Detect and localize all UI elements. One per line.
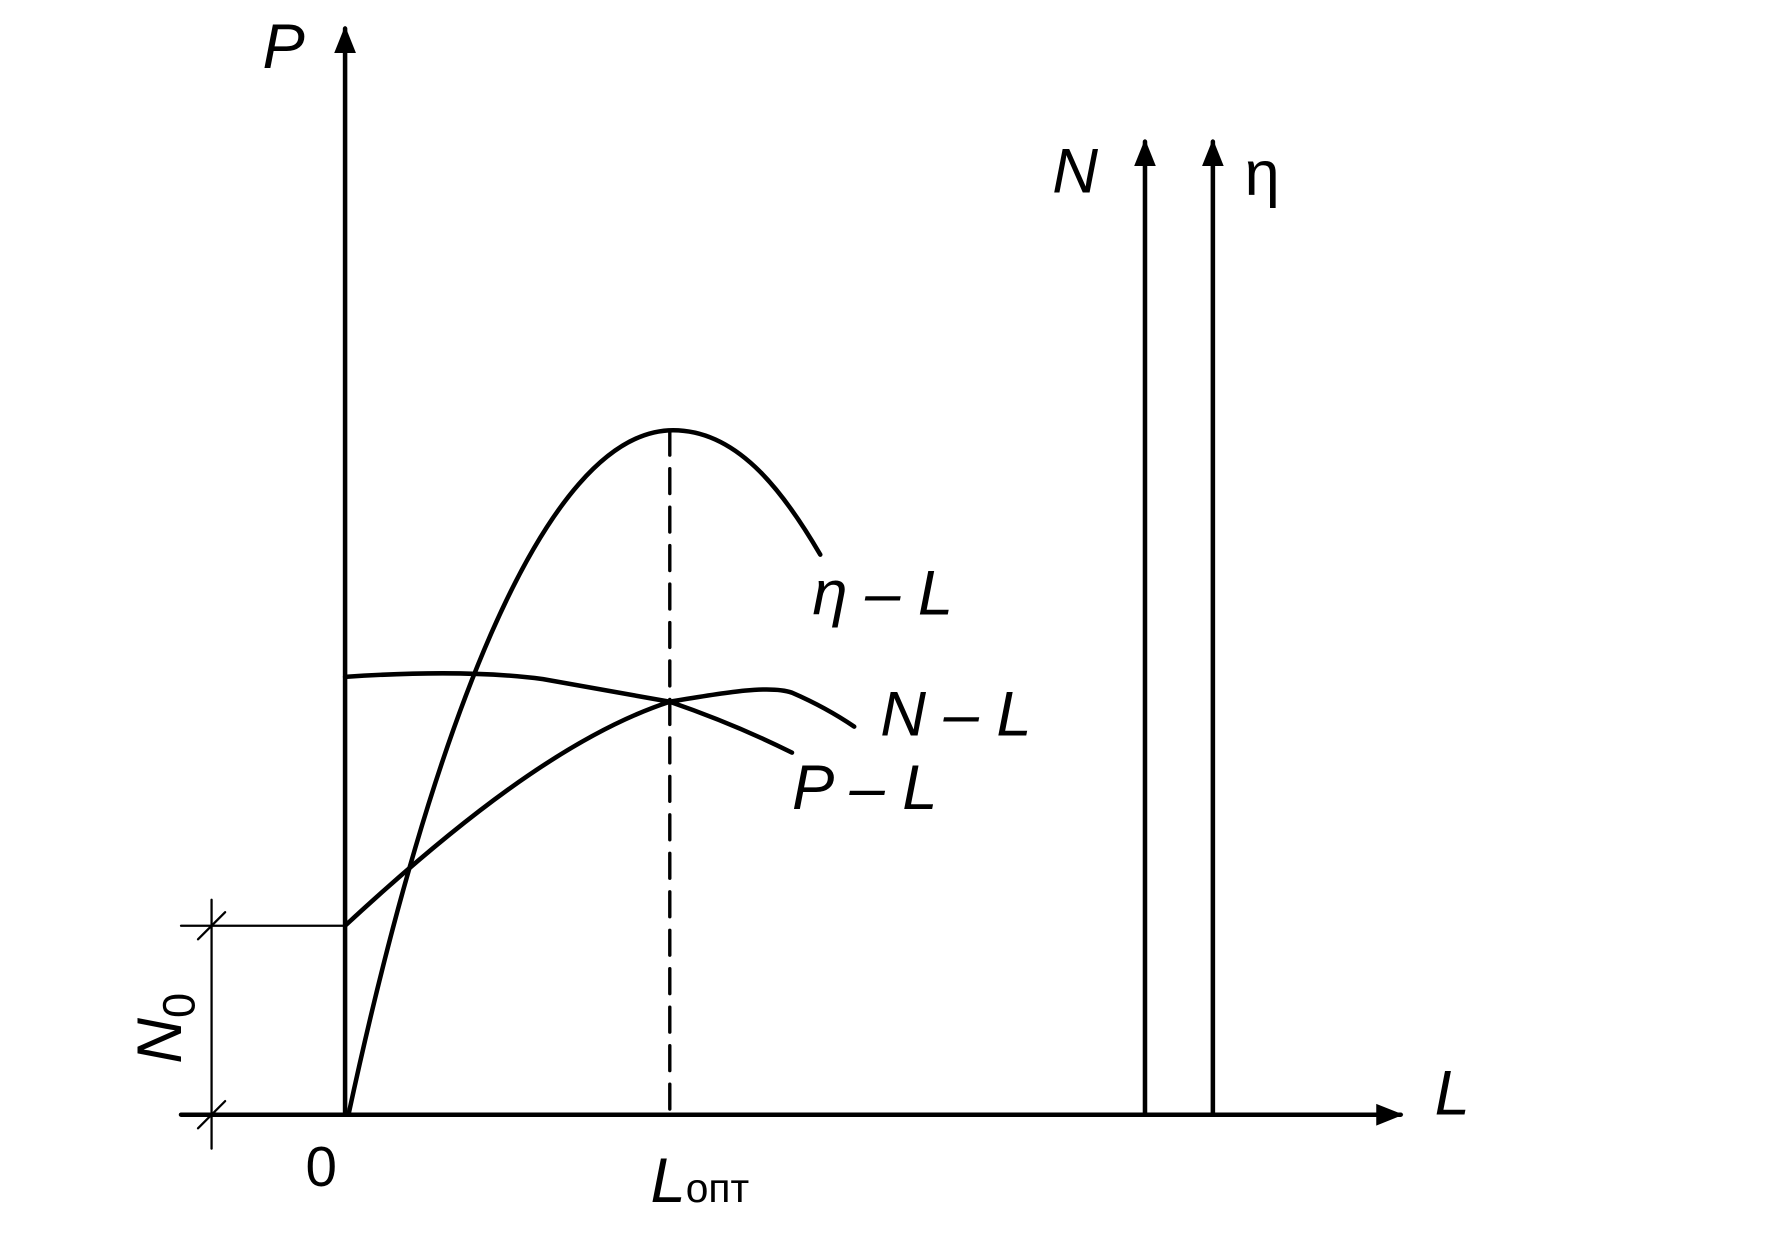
optimum-label: Lопт	[651, 1146, 750, 1216]
curve-label: η – L	[812, 559, 953, 629]
eta-curve	[346, 427, 823, 1117]
offset-label: N0	[125, 993, 205, 1064]
axis-label: η	[1245, 139, 1280, 209]
optimum-main: L	[651, 1146, 686, 1216]
n-curve	[342, 687, 857, 929]
optimum-subscript: опт	[686, 1165, 749, 1211]
axis-label: N	[1052, 137, 1098, 207]
offset-main: N	[125, 1018, 195, 1064]
dimension-tick	[196, 1099, 227, 1130]
offset-subscript: 0	[154, 993, 205, 1018]
curve-label: P – L	[792, 753, 938, 823]
p-curve	[342, 671, 795, 755]
axis-label: L	[1435, 1059, 1470, 1129]
axis-label: P	[262, 12, 304, 82]
origin-label: 0	[305, 1135, 336, 1198]
dimension-tick	[196, 911, 227, 941]
curve-label: N – L	[880, 680, 1031, 750]
